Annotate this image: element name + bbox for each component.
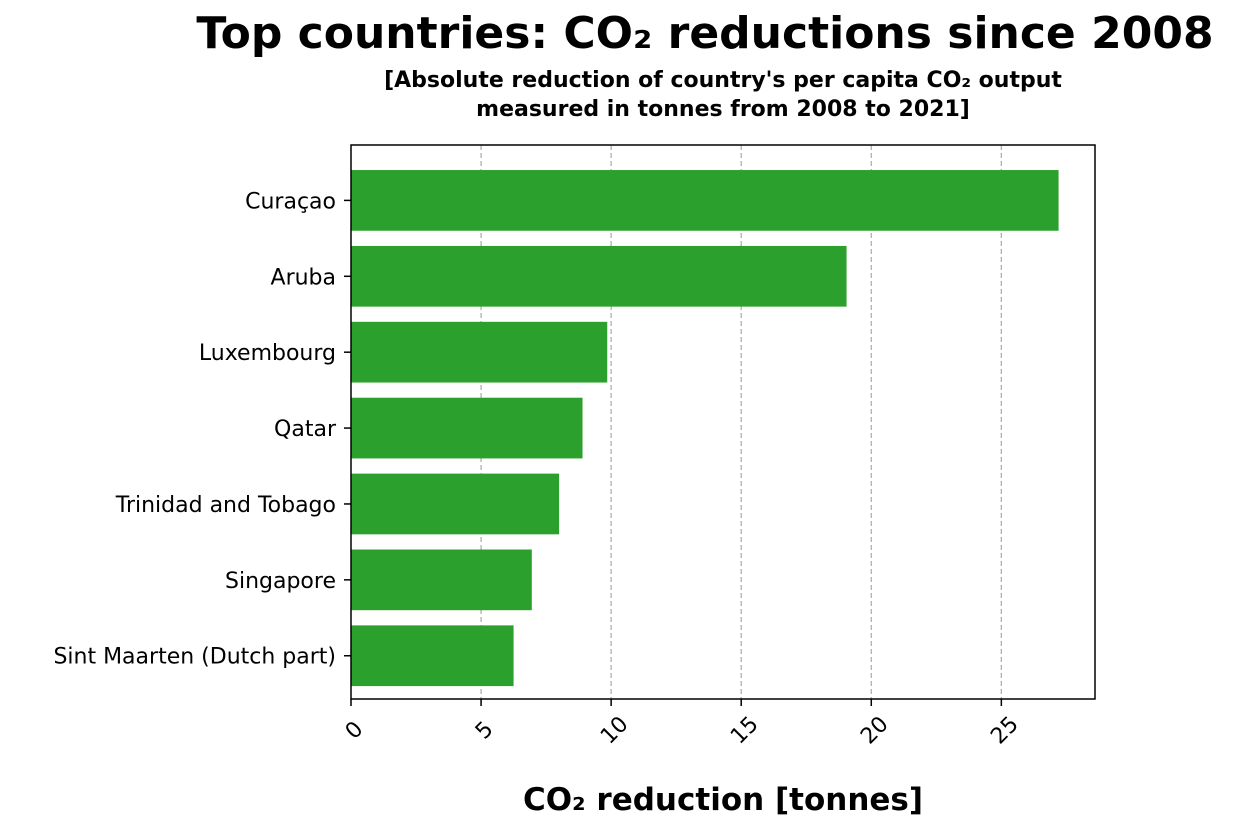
bars	[351, 170, 1059, 687]
plot-frame	[350, 144, 1096, 700]
x-tick-label: 5	[471, 717, 499, 745]
y-tick-label: Curaçao	[245, 189, 336, 214]
y-tick-label: Trinidad and Tobago	[115, 493, 336, 518]
x-tick-label: 10	[596, 712, 633, 749]
y-tick-label: Luxembourg	[199, 341, 336, 366]
bar	[351, 245, 847, 307]
x-axis-label: CO₂ reduction [tonnes]	[523, 782, 923, 818]
bar	[351, 397, 583, 459]
bar	[351, 625, 514, 687]
bar	[351, 473, 560, 535]
y-tick-label: Sint Maarten (Dutch part)	[53, 645, 336, 670]
bar	[351, 170, 1059, 231]
x-tick-label: 20	[856, 712, 893, 749]
chart-subtitle: [Absolute reduction of country's per cap…	[300, 66, 1146, 124]
x-tick-labels: 0 5 10 15 20 25	[341, 699, 1024, 749]
y-tick-labels: Curaçao Aruba Luxembourg Qatar Trinidad and …	[53, 189, 351, 670]
x-tick-label: 0	[341, 717, 369, 745]
subtitle-line-1: [Absolute reduction of country's per cap…	[384, 68, 1062, 93]
bar	[351, 549, 532, 611]
x-tick-label: 15	[726, 712, 763, 749]
chart-title: Top countries: CO₂ reductions since 2008	[196, 8, 1214, 59]
y-tick-label: Aruba	[271, 265, 336, 290]
subtitle-line-2: measured in tonnes from 2008 to 2021]	[476, 97, 970, 122]
y-tick-label: Singapore	[225, 569, 336, 594]
x-tick-label: 25	[986, 712, 1023, 749]
y-tick-label: Qatar	[274, 417, 337, 442]
bar	[351, 321, 608, 383]
